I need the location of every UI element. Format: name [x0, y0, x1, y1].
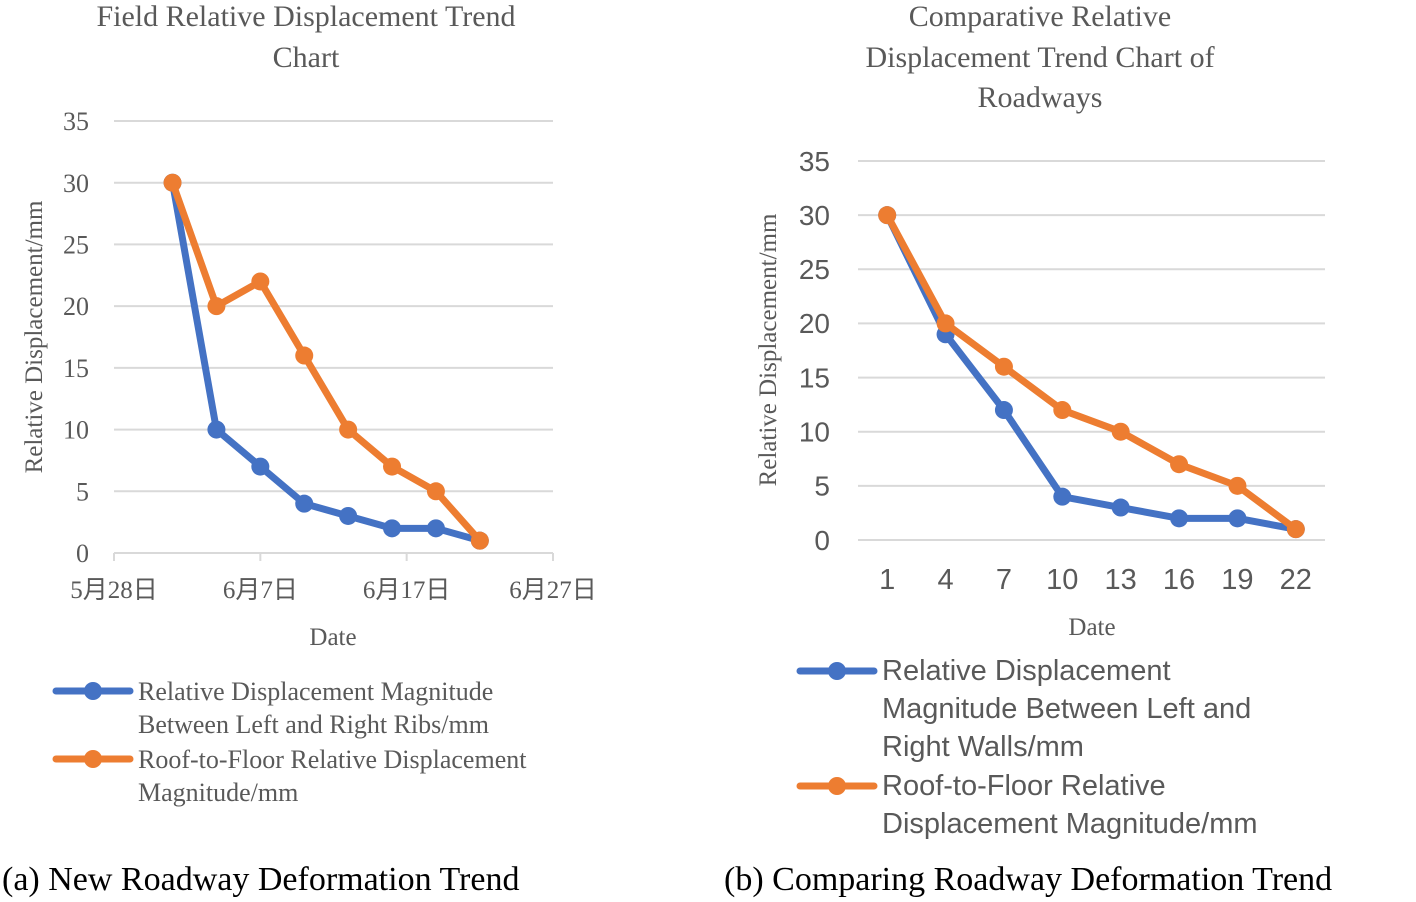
panel-b-x-tick-label: 4 — [937, 564, 953, 596]
panel-b-x-tick-labels: 1 4 7 10 13 16 19 22 — [879, 564, 1312, 596]
panel-a-series-2-point — [426, 482, 445, 501]
panel-a-series-1-point — [426, 519, 445, 538]
panel-b-legend-swatch-marker — [828, 777, 846, 795]
panel-b-series-1-line — [883, 211, 1300, 533]
panel-a-series-1-point — [383, 519, 402, 538]
panel-a-series-1-point — [207, 420, 226, 439]
panel-a-legend-swatch-marker — [84, 750, 102, 768]
panel-b-series-2-line — [883, 211, 1300, 533]
panel-b-series-2-point — [994, 357, 1013, 376]
panel-b-y-tick-label: 0 — [814, 525, 830, 556]
panel-a-series — [163, 173, 489, 550]
panel-b-legend-label-2: Roof-to-Floor Relative — [882, 770, 1166, 802]
panel-a-y-tick-label: 0 — [76, 539, 89, 568]
panel-a-caption: (a) New Roadway Deformation Trend — [2, 861, 519, 898]
panel-b-y-tick-label: 15 — [799, 362, 830, 393]
panel-b-y-tick-label: 5 — [814, 471, 830, 502]
panel-b-legend-label-2: Displacement Magnitude/mm — [882, 808, 1258, 840]
panel-a-legend-label-2: Roof-to-Floor Relative Displacement — [138, 745, 527, 774]
panel-a-series-2-point — [339, 420, 358, 439]
panel-b-series-2-point — [1286, 520, 1305, 539]
panel-a-x-tick-label: 6月27日 — [509, 577, 597, 604]
panel-a-x-tick-label: 6月17日 — [363, 577, 451, 604]
panel-a-y-tick-label: 5 — [76, 477, 89, 506]
panel-b-x-tick-label: 19 — [1221, 564, 1253, 596]
panel-a-series-1-point — [295, 494, 314, 513]
panel-b-y-tick-label: 10 — [799, 417, 830, 448]
panel-b-y-tick-label: 35 — [799, 146, 830, 177]
panel-b-series-2-point — [1053, 401, 1072, 420]
panel-b-caption: (b) Comparing Roadway Deformation Trend — [724, 861, 1332, 898]
panel-a-series-2-point — [251, 272, 270, 291]
panel-a-title-line-1: Field Relative Displacement Trend — [96, 0, 515, 33]
panel-a-chart: Field Relative Displacement Trend Chart … — [2, 0, 597, 898]
panel-a-legend-label-1: Relative Displacement Magnitude — [138, 677, 493, 706]
panel-a-gridlines — [114, 120, 553, 493]
panel-b-series-2-point — [1228, 476, 1247, 495]
panel-a-legend: Relative Displacement Magnitude Between L… — [52, 677, 527, 807]
panel-b-legend-label-1: Relative Displacement — [882, 655, 1171, 687]
panel-b-series-1-point — [1228, 509, 1247, 528]
panel-b-y-axis-label: Relative Displacement/mm — [755, 213, 782, 486]
panel-a-y-axis-label: Relative Displacement/mm — [21, 200, 48, 473]
panel-b-series-2-point — [936, 314, 955, 333]
panel-b-y-tick-label: 20 — [799, 308, 830, 339]
panel-b-legend-label-1: Right Walls/mm — [882, 731, 1084, 763]
panel-b-legend: Relative Displacement Magnitude Between L… — [796, 655, 1258, 840]
panel-a-x-tick-label: 6月7日 — [223, 577, 298, 604]
panel-b-x-tick-label: 10 — [1046, 564, 1078, 596]
panel-a-legend-label-2: Magnitude/mm — [138, 778, 298, 807]
panel-a-x-axis — [113, 552, 554, 561]
panel-b-legend-label-1: Magnitude Between Left and — [882, 693, 1251, 725]
panel-a-series-1-point — [339, 506, 358, 525]
panel-b-series-2-point — [1170, 455, 1189, 474]
panel-b-gridlines — [858, 160, 1325, 541]
panel-a-y-tick-label: 20 — [63, 292, 89, 321]
panel-b-title-line-3: Roadways — [978, 81, 1103, 114]
panel-b-title-line-1: Comparative Relative — [909, 0, 1171, 33]
panel-a-series-2-point — [163, 173, 182, 192]
panel-b-series-2-point — [878, 206, 897, 225]
panel-a-y-tick-label: 30 — [63, 169, 89, 198]
panel-a-title-line-2: Chart — [273, 41, 340, 74]
panel-b-series-1-point — [1111, 498, 1130, 517]
panel-b-series — [878, 206, 1305, 539]
panel-b-x-tick-label: 16 — [1163, 564, 1195, 596]
panel-b-series-1-point — [1053, 487, 1072, 506]
panel-b-series-1-point — [1170, 509, 1189, 528]
panel-a-y-tick-label: 25 — [63, 231, 89, 260]
panel-a-series-2-point — [383, 457, 402, 476]
panel-b-chart: Comparative Relative Displacement Trend … — [724, 0, 1332, 898]
panel-a-x-axis-label: Date — [309, 624, 356, 651]
panel-a-y-tick-label: 15 — [63, 354, 89, 383]
panel-a-series-1-point — [251, 457, 270, 476]
panel-b-x-tick-label: 22 — [1280, 564, 1312, 596]
panel-b-y-tick-label: 25 — [799, 254, 830, 285]
panel-a-y-tick-label: 10 — [63, 416, 89, 445]
panel-b-x-tick-label: 7 — [996, 564, 1012, 596]
panel-b-y-tick-label: 30 — [799, 200, 830, 231]
panel-a-series-2-point — [470, 531, 489, 550]
panel-b-x-tick-label: 1 — [879, 564, 895, 596]
panel-a-series-2-point — [295, 346, 314, 365]
panel-b-title-line-2: Displacement Trend Chart of — [865, 41, 1214, 74]
panel-b-series-2-point — [1111, 422, 1130, 441]
panel-a-legend-swatch-marker — [84, 682, 102, 700]
panel-b-x-axis-label: Date — [1068, 614, 1115, 641]
panel-b-x-tick-label: 13 — [1105, 564, 1137, 596]
panel-b-y-tick-labels: 0 5 10 15 20 25 30 35 — [799, 146, 830, 556]
panel-a-x-tick-labels: 5月28日 6月7日 6月17日 6月27日 — [70, 577, 597, 604]
panel-b-series-1-point — [994, 401, 1013, 420]
panel-a-y-tick-label: 35 — [63, 107, 89, 136]
panel-b-legend-swatch-marker — [828, 662, 846, 680]
panel-a-y-tick-labels: 0 5 10 15 20 25 30 35 — [63, 107, 89, 568]
panel-a-x-tick-label: 5月28日 — [70, 577, 158, 604]
panel-a-legend-label-1: Between Left and Right Ribs/mm — [138, 710, 489, 739]
panel-a-series-2-point — [207, 297, 226, 316]
